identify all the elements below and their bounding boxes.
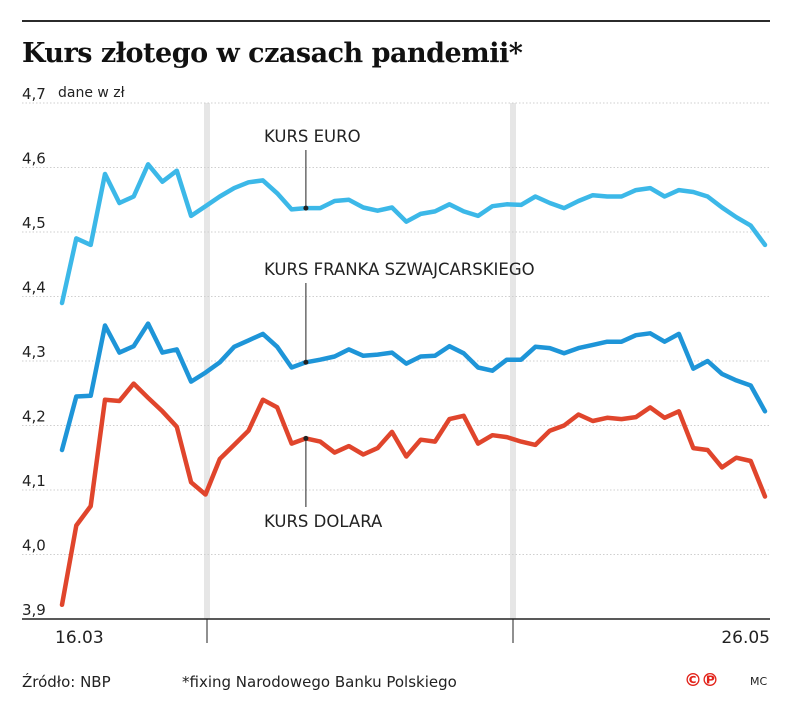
leader-dot xyxy=(303,205,309,211)
series-lines xyxy=(59,162,768,608)
series-label: KURS FRANKA SZWAJCARSKIEGO xyxy=(264,260,535,279)
leader-dot xyxy=(303,435,309,441)
chart-title: Kurs złotego w czasach pandemii* xyxy=(22,38,523,69)
y-tick-label: 4,7 xyxy=(22,85,46,103)
series-labels: KURS EURO KURS FRANKA SZWAJCARSKIEGO KURS … xyxy=(264,127,535,531)
gridlines xyxy=(22,102,770,620)
publisher-logo: ©℗ xyxy=(684,670,719,691)
week-band xyxy=(204,103,210,619)
x-axis: 16.03 26.05 xyxy=(55,619,770,648)
y-tick-label: 3,9 xyxy=(22,601,46,619)
series-label: KURS EURO xyxy=(264,127,361,146)
y-tick-label: 4,0 xyxy=(22,537,46,555)
source-note: Źródło: NBP xyxy=(22,673,111,691)
y-tick-label: 4,6 xyxy=(22,150,46,168)
y-tick-label: 4,3 xyxy=(22,343,46,361)
fixing-note: *fixing Narodowego Banku Polskiego xyxy=(182,673,457,691)
x-start-label: 16.03 xyxy=(55,628,104,648)
x-end-label: 26.05 xyxy=(721,628,770,648)
top-rule xyxy=(22,20,770,22)
series-line-0 xyxy=(59,162,768,306)
author-initials: MC xyxy=(750,675,768,688)
leader-dot xyxy=(303,359,309,365)
y-tick-label: 4,2 xyxy=(22,408,46,426)
series-line-2 xyxy=(59,381,768,608)
y-tick-label: 4,5 xyxy=(22,214,46,232)
y-tick-label: 4,4 xyxy=(22,279,46,297)
series-line-1 xyxy=(59,321,768,453)
unit-label: dane w zł xyxy=(58,85,125,101)
y-tick-label: 4,1 xyxy=(22,472,46,490)
y-axis-ticks: 3,9 4,0 4,1 4,2 4,3 4,4 4,5 4,6 4,7 xyxy=(22,85,46,619)
series-label: KURS DOLARA xyxy=(264,512,383,531)
